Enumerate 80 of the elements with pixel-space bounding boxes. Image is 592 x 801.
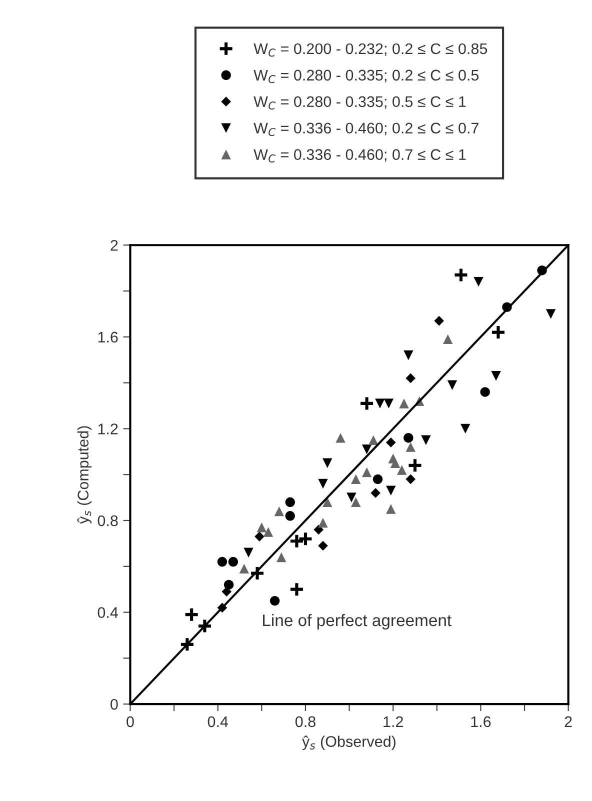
- point: [384, 398, 394, 408]
- point: [318, 518, 328, 528]
- annotation: Line of perfect agreement: [263, 614, 452, 630]
- point: [239, 564, 249, 574]
- point: [228, 556, 238, 567]
- point: [359, 396, 375, 412]
- point: [322, 458, 332, 468]
- point: [396, 465, 407, 475]
- point: [370, 488, 380, 498]
- point: [196, 618, 212, 634]
- point: [490, 324, 506, 340]
- point: [460, 424, 470, 434]
- point: [314, 524, 324, 535]
- point: [421, 435, 431, 446]
- point: [179, 636, 195, 652]
- y-tick-label: 0.4: [98, 607, 118, 618]
- point: [222, 586, 232, 597]
- point: [386, 486, 396, 496]
- point: [404, 433, 414, 443]
- point: [480, 387, 490, 397]
- point: [254, 532, 264, 542]
- point: [453, 267, 469, 283]
- point: [263, 527, 274, 537]
- y-tick-label: 1.6: [98, 332, 118, 343]
- point: [274, 506, 284, 516]
- x-axis-title: ŷ$_{s}$ (Observed): [302, 736, 396, 750]
- point: [224, 580, 234, 590]
- point: [244, 548, 254, 558]
- x-tick-label: 0.4: [208, 716, 228, 728]
- point: [256, 522, 267, 532]
- point: [390, 458, 400, 468]
- point: [474, 276, 484, 287]
- point: [350, 497, 361, 507]
- x-tick-label: 0.8: [295, 716, 316, 728]
- point: [368, 435, 378, 446]
- point: [491, 371, 501, 381]
- point: [404, 350, 414, 360]
- point: [318, 478, 328, 489]
- point: [386, 504, 396, 514]
- x-tick-label: 2: [564, 716, 572, 727]
- point: [375, 398, 385, 408]
- point: [346, 492, 356, 502]
- point: [362, 444, 372, 454]
- x-tick-label: 0: [126, 716, 134, 728]
- y-tick-label: 1.2: [98, 424, 118, 434]
- y-tick-label: 0.8: [98, 515, 118, 526]
- point: [546, 309, 556, 319]
- legend-label: W$_{C}$ = 0.280 - 0.335; 0.2 ≤ C ≤ 0.5: [254, 70, 479, 84]
- point: [399, 398, 409, 408]
- point: [285, 497, 295, 507]
- point: [250, 565, 266, 582]
- point: [407, 458, 423, 474]
- point: [184, 606, 200, 622]
- point: [336, 433, 346, 443]
- point: [447, 380, 458, 390]
- x-tick-label: 1.2: [384, 716, 403, 727]
- legend-label: W$_{C}$ = 0.336 - 0.460; 0.7 ≤ C ≤ 1: [254, 149, 466, 162]
- y-tick-label: 0: [110, 698, 118, 710]
- legend-label: W$_{C}$ = 0.280 - 0.335; 0.5 ≤ C ≤ 1: [254, 96, 466, 110]
- point: [442, 334, 453, 344]
- point: [318, 540, 328, 551]
- point: [270, 596, 280, 606]
- point: [217, 556, 228, 567]
- point: [372, 474, 383, 484]
- point: [406, 442, 416, 452]
- legend-label: W$_{C}$ = 0.336 - 0.460; 0.2 ≤ C ≤ 0.7: [254, 122, 478, 136]
- y-axis-title: ŷ$_{s}$ (Computed): [77, 426, 92, 524]
- y-tick-label: 2: [110, 240, 118, 251]
- point: [406, 373, 416, 384]
- x-tick-label: 1.6: [471, 716, 491, 728]
- point: [362, 467, 372, 478]
- point: [406, 474, 416, 484]
- point: [288, 582, 304, 598]
- point: [350, 474, 361, 484]
- point: [276, 552, 286, 562]
- point: [285, 511, 295, 521]
- point: [386, 438, 396, 448]
- legend-label: W$_{C}$ = 0.200 - 0.232; 0.2 ≤ C ≤ 0.85: [254, 43, 488, 57]
- point: [434, 316, 444, 326]
- point: [322, 497, 332, 507]
